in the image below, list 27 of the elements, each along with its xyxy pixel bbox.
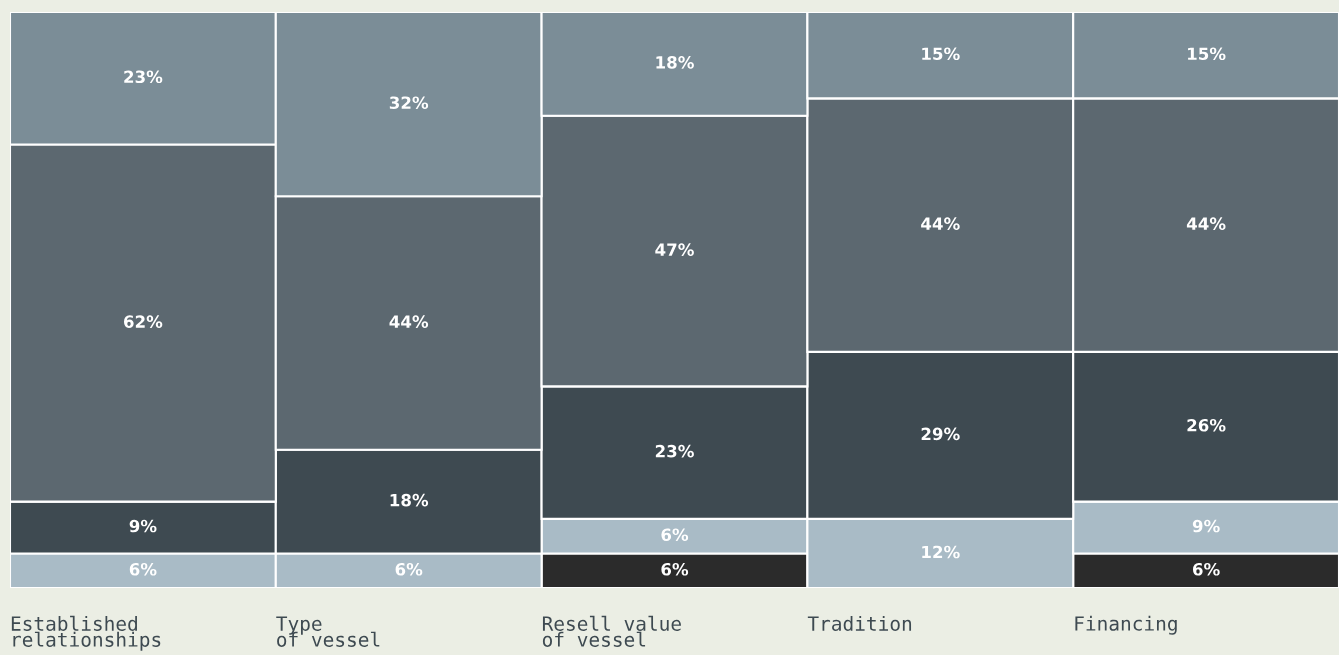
data-label: 26% [1187,418,1226,432]
data-label: 6% [661,562,689,576]
data-label: 9% [1192,519,1220,533]
data-label: 18% [656,56,694,69]
x-tick-label: Type of vessel [276,616,380,647]
data-label: 23% [655,444,694,458]
data-label: 12% [922,545,960,559]
data-label: 6% [1192,562,1220,576]
x-tick-label: Financing [1075,615,1177,635]
data-label: 9% [129,519,157,533]
x-tick-label: Established relationships [11,615,161,651]
x-tick-label: Resell value of vessel [542,615,681,647]
data-label: 32% [389,96,429,109]
data-label: 29% [921,427,960,441]
data-label: 6% [661,528,689,541]
x-tick-label: Tradition [807,615,912,631]
data-label: 23% [124,70,163,84]
data-label: 15% [1188,47,1226,61]
data-label: 18% [390,493,429,507]
data-label: 44% [921,217,960,230]
data-label: 44% [1186,217,1226,230]
data-label: 47% [655,243,694,256]
data-label: 62% [123,315,163,328]
data-label: 15% [922,47,960,61]
data-label: 44% [389,315,429,328]
data-label: 6% [129,562,157,576]
data-label: 6% [395,562,423,576]
